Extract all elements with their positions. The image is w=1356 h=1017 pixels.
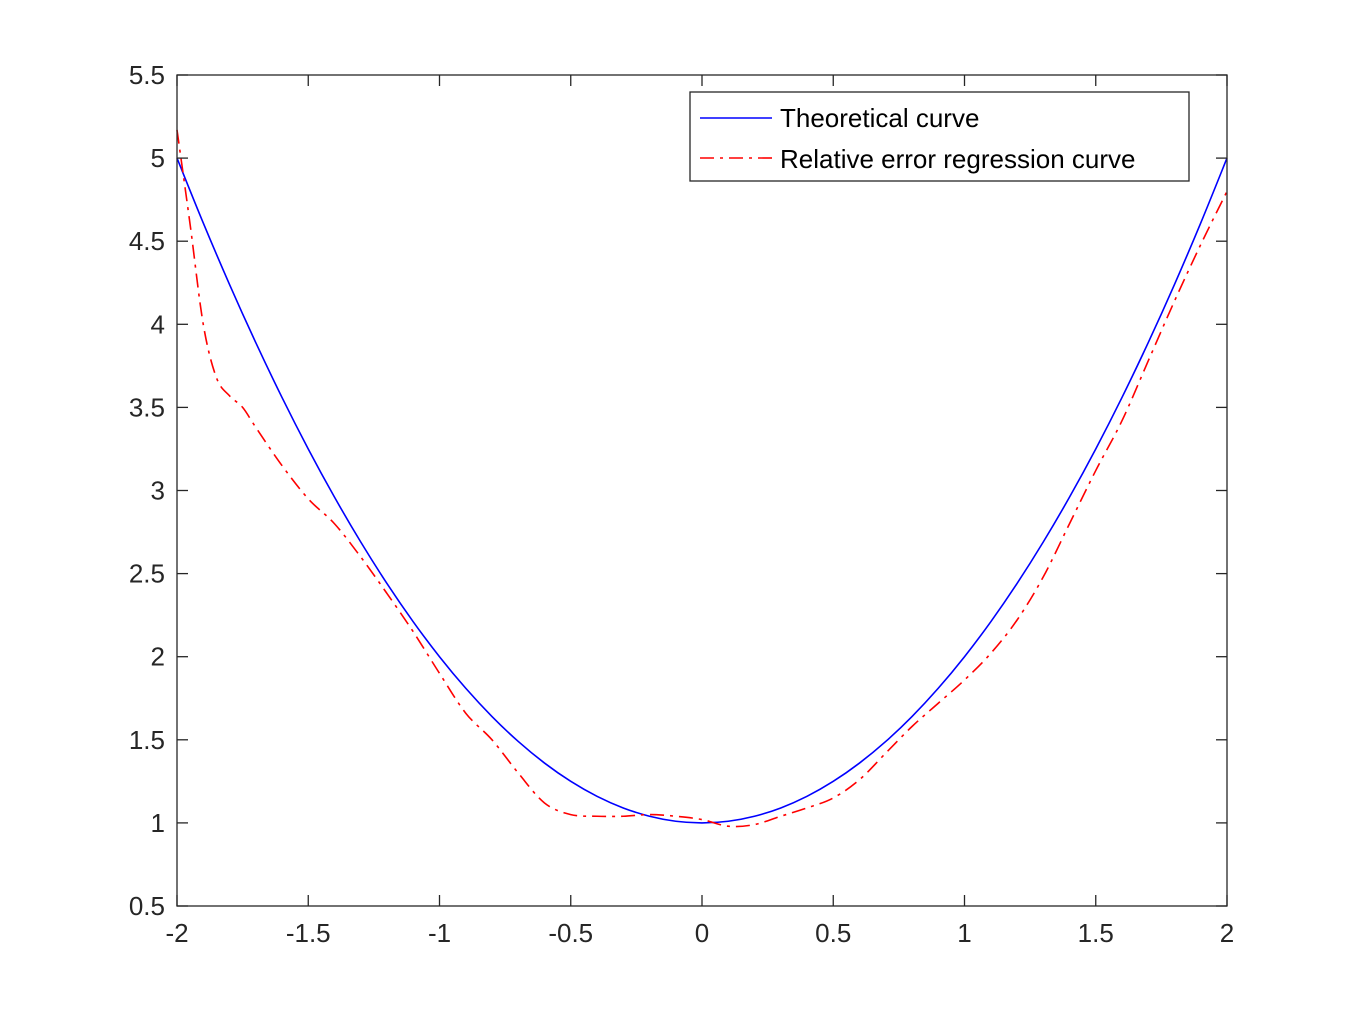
series-layer [176, 129, 1228, 828]
x-tick-label: 2 [1220, 918, 1234, 948]
x-tick-label: 1 [957, 918, 971, 948]
legend-box [689, 91, 1190, 182]
legend-label-regression: Relative error regression curve [780, 144, 1135, 174]
x-tick-label: 1.5 [1078, 918, 1114, 948]
x-tick-label: -0.5 [548, 918, 593, 948]
y-tick-label: 5 [151, 143, 165, 173]
y-tick-label: 0.5 [129, 891, 165, 921]
y-tick-label: 4.5 [129, 226, 165, 256]
y-tick-label: 3 [151, 476, 165, 506]
y-tick-label: 1.5 [129, 725, 165, 755]
y-tick-label: 1 [151, 808, 165, 838]
x-tick-label: -1.5 [286, 918, 331, 948]
y-tick-label: 4 [151, 309, 165, 339]
y-tick-label: 5.5 [129, 60, 165, 90]
x-tick-label: -1 [428, 918, 451, 948]
y-tick-label: 3.5 [129, 392, 165, 422]
series-line-1 [176, 129, 1228, 828]
y-tick-label: 2 [151, 642, 165, 672]
axis-ticks: -2 -1.5 -1 -0.5 0 0.5 1 1.5 2 0.5 1 1.5 2 2.5 3 3.5 4 4.5… [129, 60, 1234, 948]
series-line-0 [176, 157, 1228, 824]
legend-label-theoretical: Theoretical curve [780, 103, 979, 133]
x-tick-label: -2 [165, 918, 188, 948]
legend: Theoretical curve Relative error regress… [689, 91, 1190, 182]
y-tick-label: 2.5 [129, 559, 165, 589]
x-tick-label: 0.5 [815, 918, 851, 948]
x-tick-label: 0 [695, 918, 709, 948]
